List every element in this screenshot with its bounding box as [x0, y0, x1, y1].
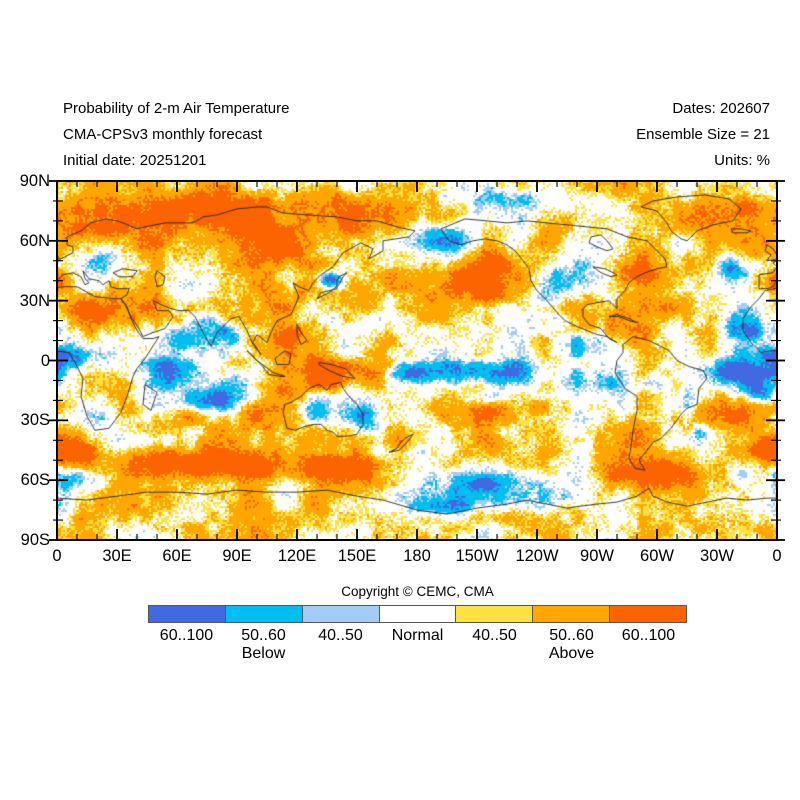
y-tick-label: 90N [19, 172, 50, 190]
x-tick-label: 30W [700, 547, 734, 565]
legend-swatch-6 [532, 606, 610, 622]
legend-bin-label: 60..100 [159, 627, 214, 644]
x-tick-label: 150W [455, 547, 499, 565]
legend-bin-label: 50..60 [549, 627, 594, 644]
y-tick-label: 30N [19, 291, 50, 310]
legend-swatch-3 [301, 606, 379, 622]
x-tick-label: 0 [772, 547, 782, 565]
figure-title: Probability of 2-m Air Temperature [63, 100, 290, 117]
x-tick-label: 90W [580, 547, 614, 565]
legend-bin-label: 40..50 [318, 627, 363, 644]
x-tick-label: 30E [102, 547, 132, 565]
y-tick-label: 60S [20, 471, 50, 490]
x-tick-label: 150E [337, 547, 377, 565]
legend-bin-label: 40..50 [472, 627, 517, 644]
figure-ensemble-size: Ensemble Size = 21 [636, 126, 770, 143]
y-tick-label: 60N [19, 231, 50, 250]
x-tick-label: 60E [162, 547, 192, 565]
x-tick-label: 120E [277, 547, 317, 565]
legend-swatch-1 [149, 606, 225, 622]
y-tick-label: 30S [20, 411, 50, 430]
legend-swatch-7 [609, 606, 687, 622]
legend-colorbar [148, 605, 687, 623]
legend-group-below: Below [241, 645, 286, 662]
legend-swatch-5 [455, 606, 533, 622]
figure-initial-date: Initial date: 20251201 [63, 152, 207, 169]
x-tick-label: 120W [515, 547, 559, 565]
x-tick-label: 180 [403, 547, 431, 565]
legend-bin-label: 60..100 [621, 627, 676, 644]
info-block: Dates: 202607 Ensemble Size = 21 Units: … [636, 96, 770, 174]
legend-bin-label: 50..60 [241, 627, 286, 644]
figure-units: Units: % [714, 152, 770, 169]
x-tick-label: 90E [222, 547, 252, 565]
y-tick-label: 90S [20, 531, 50, 549]
map-canvas [57, 181, 777, 540]
title-block: Probability of 2-m Air Temperature CMA-C… [63, 96, 290, 174]
legend-swatch-2 [224, 606, 302, 622]
figure-subtitle: CMA-CPSv3 monthly forecast [63, 126, 263, 143]
legend-swatch-4 [378, 606, 456, 622]
legend-group-above: Above [548, 645, 595, 662]
x-tick-label: 0 [52, 547, 62, 565]
figure-dates: Dates: 202607 [672, 100, 770, 117]
legend-bin-label: Normal [391, 627, 444, 644]
y-tick-label: 0 [40, 351, 50, 370]
copyright-text: Copyright © CEMC, CMA [341, 584, 494, 599]
x-tick-label: 60W [640, 547, 674, 565]
